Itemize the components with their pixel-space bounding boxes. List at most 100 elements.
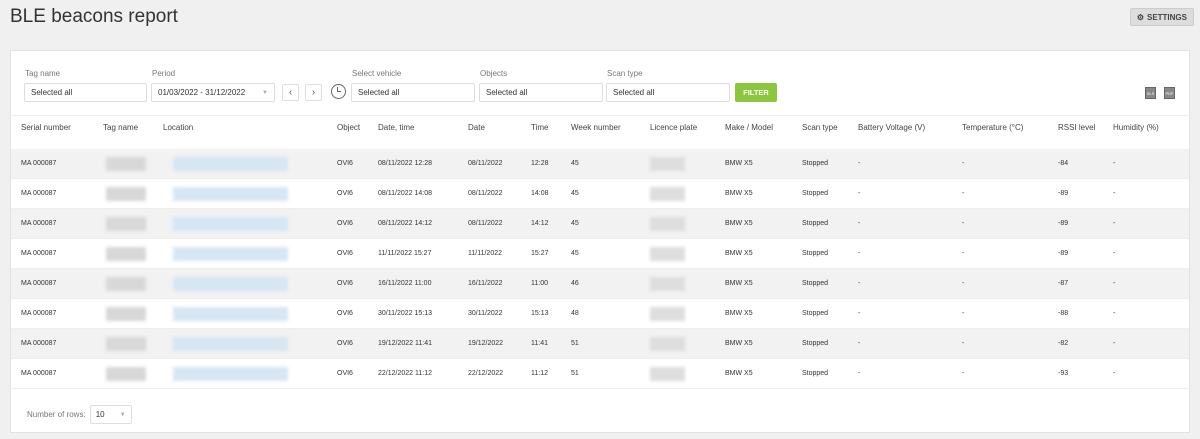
table-row[interactable]: MA 000087 OVI6 11/11/2022 15:27 11/11/2022 1…: [11, 239, 1189, 269]
column-header[interactable]: Object: [337, 123, 361, 132]
column-header[interactable]: Serial number: [21, 123, 71, 132]
cell-humidity: -: [1113, 220, 1116, 227]
cell-date: 19/12/2022: [468, 340, 504, 347]
period-select[interactable]: 01/03/2022 - 31/12/2022 ▼: [151, 83, 275, 102]
export-xls-icon[interactable]: XLS: [1145, 87, 1156, 99]
cell-object: OVI6: [337, 340, 353, 347]
scan-type-select[interactable]: Selected all: [606, 83, 730, 102]
cell-time: 14:12: [531, 220, 549, 227]
rows-per-page-select[interactable]: 10 ▼: [89, 405, 132, 424]
rows-label: Number of rows:: [27, 410, 86, 419]
cell-week: 46: [571, 280, 579, 287]
column-header[interactable]: RSSI level: [1058, 123, 1096, 132]
table-row[interactable]: MA 000087 OVI6 19/12/2022 11:41 19/12/2022 1…: [11, 329, 1189, 359]
cell-object: OVI6: [337, 160, 353, 167]
cell-scan: Stopped: [802, 190, 829, 197]
redacted-tag-name: [106, 367, 146, 381]
cell-object: OVI6: [337, 250, 353, 257]
tag-name-select[interactable]: Selected all: [24, 83, 147, 102]
table-header: Serial number Tag name Location Object Date,…: [11, 115, 1189, 149]
table-row[interactable]: MA 000087 OVI6 08/11/2022 14:12 08/11/2022 1…: [11, 209, 1189, 239]
cell-temp: -: [962, 250, 965, 257]
cell-rssi: -89: [1058, 190, 1069, 197]
table-row[interactable]: MA 000087 OVI6 16/11/2022 11:00 16/11/2022 1…: [11, 269, 1189, 299]
objects-label: Objects: [480, 69, 508, 78]
redacted-tag-name: [106, 277, 146, 291]
next-period-button[interactable]: ›: [305, 84, 322, 101]
cell-date: 08/11/2022: [468, 160, 503, 167]
redacted-licence-plate: [650, 187, 685, 201]
cell-datetime: 22/12/2022 11:12: [378, 370, 432, 377]
cell-rssi: -87: [1058, 280, 1069, 287]
objects-select[interactable]: Selected all: [479, 83, 603, 102]
cell-week: 51: [571, 370, 579, 377]
column-header[interactable]: Temperature (°C): [962, 123, 1024, 132]
cell-object: OVI6: [337, 310, 353, 317]
cell-object: OVI6: [337, 370, 353, 377]
column-header[interactable]: Make / Model: [725, 123, 774, 132]
cell-week: 45: [571, 160, 579, 167]
column-header[interactable]: Battery Voltage (V): [858, 123, 926, 132]
redacted-location: [173, 157, 288, 171]
table-row[interactable]: MA 000087 OVI6 08/11/2022 12:28 08/11/2022 1…: [11, 149, 1189, 179]
redacted-licence-plate: [650, 307, 685, 321]
cell-temp: -: [962, 280, 965, 287]
cell-date: 08/11/2022: [468, 190, 503, 197]
cell-datetime: 30/11/2022 15:13: [378, 310, 432, 317]
cell-rssi: -84: [1058, 160, 1069, 167]
redacted-licence-plate: [650, 367, 685, 381]
cell-battery: -: [858, 310, 861, 317]
redacted-tag-name: [106, 337, 146, 351]
filter-button[interactable]: FILTER: [735, 83, 777, 102]
table-row[interactable]: MA 000087 OVI6 08/11/2022 14:08 08/11/2022 1…: [11, 179, 1189, 209]
clock-icon[interactable]: [331, 84, 346, 99]
cell-humidity: -: [1113, 340, 1116, 347]
cell-rssi: -88: [1058, 310, 1069, 317]
cell-serial: MA 000087: [21, 190, 57, 197]
redacted-licence-plate: [650, 337, 685, 351]
cell-temp: -: [962, 370, 965, 377]
redacted-location: [173, 307, 288, 321]
redacted-tag-name: [106, 217, 146, 231]
column-header[interactable]: Date: [468, 123, 485, 132]
cell-time: 11:41: [531, 340, 548, 347]
prev-period-button[interactable]: ‹: [282, 84, 299, 101]
redacted-tag-name: [106, 157, 146, 171]
table-row[interactable]: MA 000087 OVI6 22/12/2022 11:12 22/12/2022 1…: [11, 359, 1189, 389]
cell-time: 12:28: [531, 160, 549, 167]
cell-time: 15:13: [531, 310, 549, 317]
cell-datetime: 08/11/2022 12:28: [378, 160, 432, 167]
export-pdf-icon[interactable]: PDF: [1164, 87, 1175, 99]
table-row[interactable]: MA 000087 OVI6 30/11/2022 15:13 30/11/2022 1…: [11, 299, 1189, 329]
column-header[interactable]: Date, time: [378, 123, 415, 132]
cell-rssi: -89: [1058, 220, 1069, 227]
cell-time: 15:27: [531, 250, 549, 257]
cell-object: OVI6: [337, 220, 353, 227]
column-header[interactable]: Week number: [571, 123, 621, 132]
column-header[interactable]: Humidity (%): [1113, 123, 1159, 132]
cell-make: BMW X5: [725, 250, 753, 257]
redacted-location: [173, 247, 288, 261]
cell-humidity: -: [1113, 250, 1116, 257]
cell-battery: -: [858, 190, 861, 197]
cell-week: 45: [571, 220, 579, 227]
column-header[interactable]: Tag name: [103, 123, 139, 132]
column-header[interactable]: Licence plate: [650, 123, 698, 132]
cell-temp: -: [962, 310, 965, 317]
column-header[interactable]: Scan type: [802, 123, 838, 132]
cell-time: 11:00: [531, 280, 548, 287]
cell-temp: -: [962, 340, 965, 347]
cell-time: 14:08: [531, 190, 549, 197]
redacted-tag-name: [106, 187, 146, 201]
cell-battery: -: [858, 250, 861, 257]
settings-button[interactable]: ⚙ SETTINGS: [1129, 8, 1194, 26]
cell-rssi: -89: [1058, 250, 1069, 257]
cell-serial: MA 000087: [21, 340, 57, 347]
cell-make: BMW X5: [725, 280, 753, 287]
cell-battery: -: [858, 160, 861, 167]
caret-down-icon: ▼: [262, 89, 268, 96]
column-header[interactable]: Location: [163, 123, 194, 132]
vehicle-select[interactable]: Selected all: [351, 83, 475, 102]
cell-battery: -: [858, 340, 861, 347]
column-header[interactable]: Time: [531, 123, 549, 132]
